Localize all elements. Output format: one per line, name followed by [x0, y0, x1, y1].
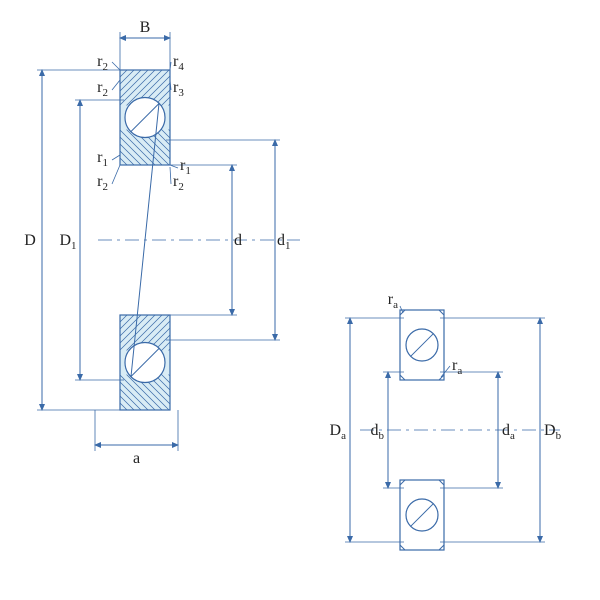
svg-text:d: d — [234, 232, 242, 249]
svg-text:D1: D1 — [59, 232, 76, 252]
svg-text:ra: ra — [388, 291, 398, 311]
svg-text:r2: r2 — [173, 173, 184, 193]
svg-text:d1: d1 — [277, 232, 291, 252]
svg-text:Da: Da — [330, 422, 347, 442]
svg-text:r2: r2 — [97, 79, 108, 99]
svg-text:Db: Db — [544, 422, 562, 442]
svg-text:r4: r4 — [173, 53, 184, 73]
svg-text:a: a — [133, 450, 140, 467]
svg-text:ra: ra — [452, 357, 462, 377]
svg-text:r1: r1 — [180, 157, 191, 177]
svg-text:r3: r3 — [173, 79, 184, 99]
svg-text:r1: r1 — [97, 149, 108, 169]
svg-text:db: db — [371, 422, 385, 442]
svg-text:D: D — [24, 232, 36, 249]
svg-text:r2: r2 — [97, 173, 108, 193]
svg-text:da: da — [502, 422, 515, 442]
svg-text:B: B — [140, 19, 151, 36]
